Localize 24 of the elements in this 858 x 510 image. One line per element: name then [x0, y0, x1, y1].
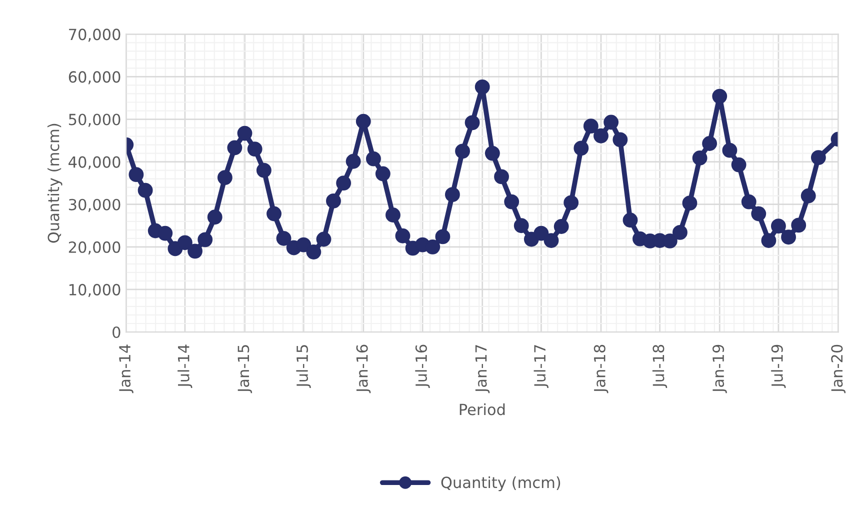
x-tick-label: Jan-16	[356, 344, 371, 394]
x-tick-label: Jul-14	[178, 344, 192, 388]
y-tick-label: 10,000	[69, 284, 120, 298]
x-tick-label: Jan-18	[594, 344, 608, 394]
x-tick-label: Jan-14	[119, 344, 134, 394]
y-tick-label: 0	[112, 326, 120, 338]
y-tick-label: 20,000	[68, 241, 120, 254]
x-tick-label: Jan-19	[712, 344, 727, 394]
x-tick-label: Jul-15	[296, 345, 311, 388]
x-tick-label: Jul-16	[415, 344, 430, 388]
y-tick-label: 50,000	[68, 114, 120, 127]
x-tick-label: Jul-17	[534, 345, 548, 388]
y-tick-label: 30,000	[68, 198, 120, 212]
x-axis-title: Period	[460, 403, 505, 416]
y-tick-label: 70,000	[69, 28, 120, 42]
x-tick-label: Jul-19	[771, 344, 786, 388]
y-tick-label: 40,000	[68, 156, 120, 170]
legend-label: Quantity (mcm)	[441, 476, 560, 492]
x-tick-label: Jan-17	[475, 345, 490, 394]
x-tick-label: Jan-20	[831, 344, 846, 394]
x-tick-label: Jul-18	[652, 344, 668, 388]
y-tick-label: 60,000	[68, 71, 120, 84]
x-tick-label: Jan-15	[238, 345, 252, 394]
y-axis-title: Quantity (mcm)	[47, 124, 62, 243]
